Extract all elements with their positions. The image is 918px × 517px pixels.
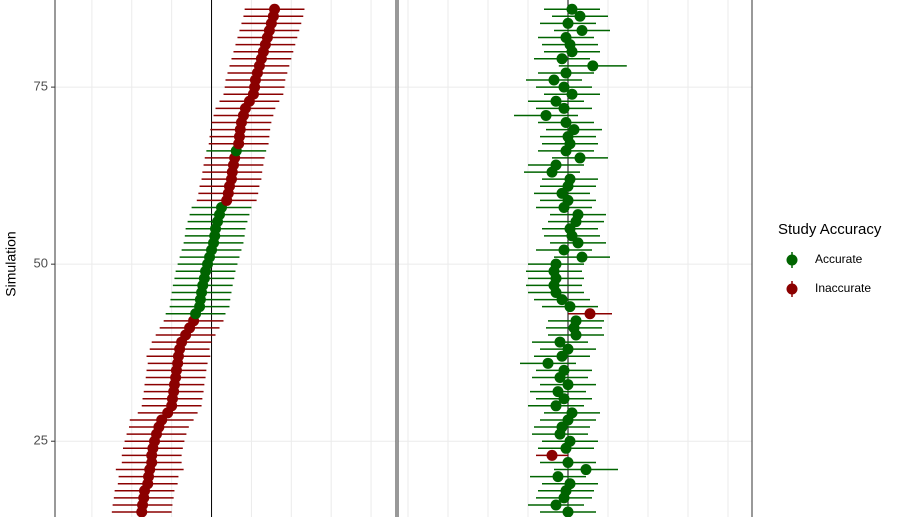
point bbox=[558, 364, 570, 376]
legend-title: Study Accuracy bbox=[778, 221, 882, 238]
point bbox=[550, 95, 562, 107]
point bbox=[558, 102, 570, 114]
point bbox=[562, 17, 574, 29]
point bbox=[564, 478, 576, 490]
point bbox=[552, 471, 564, 483]
point bbox=[550, 400, 562, 412]
point bbox=[558, 244, 570, 256]
point bbox=[562, 343, 574, 355]
point bbox=[269, 3, 281, 15]
point bbox=[562, 506, 574, 517]
point bbox=[580, 464, 592, 476]
panel-border bbox=[397, 0, 753, 517]
point bbox=[587, 60, 599, 72]
point bbox=[554, 336, 566, 348]
point bbox=[574, 10, 586, 22]
point bbox=[558, 81, 570, 93]
point bbox=[552, 386, 564, 398]
point bbox=[562, 456, 574, 468]
point bbox=[564, 173, 576, 185]
legend-key bbox=[786, 283, 798, 295]
y-tick-label: 25 bbox=[34, 433, 48, 448]
y-axis-label: Simulation bbox=[3, 231, 19, 296]
point bbox=[584, 308, 596, 320]
point bbox=[550, 499, 562, 511]
legend-label: Accurate bbox=[815, 252, 863, 266]
point bbox=[564, 301, 576, 313]
point bbox=[540, 109, 552, 121]
point bbox=[574, 152, 586, 164]
point bbox=[560, 67, 572, 79]
y-tick-label: 75 bbox=[34, 79, 48, 94]
point bbox=[542, 357, 554, 369]
point bbox=[576, 251, 588, 263]
point bbox=[568, 124, 580, 136]
point bbox=[560, 32, 572, 44]
point bbox=[570, 315, 582, 327]
panel-border bbox=[54, 0, 397, 517]
y-tick-label: 50 bbox=[34, 256, 48, 271]
point bbox=[556, 53, 568, 65]
point bbox=[572, 209, 584, 221]
point bbox=[566, 88, 578, 100]
point bbox=[562, 379, 574, 391]
point bbox=[566, 3, 578, 15]
legend-label: Inaccurate bbox=[815, 281, 871, 295]
point bbox=[566, 407, 578, 419]
point bbox=[550, 159, 562, 171]
point bbox=[548, 74, 560, 86]
point bbox=[550, 258, 562, 270]
point bbox=[564, 435, 576, 447]
legend-key bbox=[786, 254, 798, 266]
point bbox=[546, 449, 558, 461]
point bbox=[576, 24, 588, 36]
point bbox=[560, 117, 572, 129]
